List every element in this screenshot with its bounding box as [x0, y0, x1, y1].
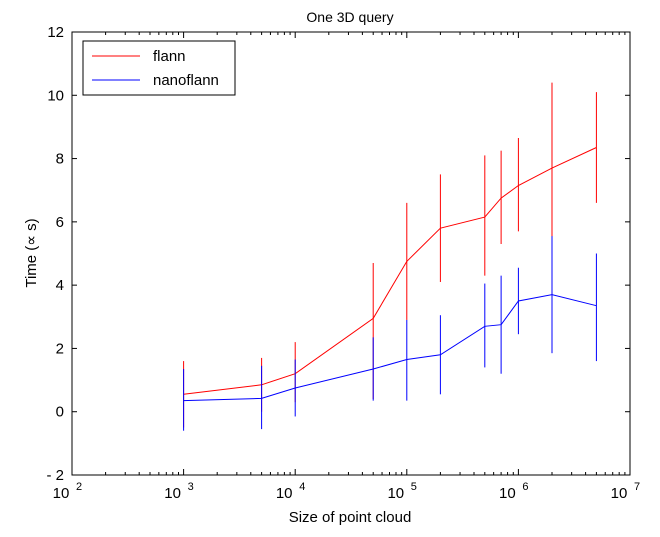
y-tick-label: 12: [47, 24, 64, 41]
series-line-flann: [183, 147, 597, 395]
y-tick-label: 0: [56, 404, 64, 421]
legend-box: [82, 40, 236, 96]
series-line-nanoflann: [183, 294, 597, 402]
x-tick-label-exponent: 5: [411, 481, 417, 493]
x-tick-label-exponent: 6: [522, 481, 528, 493]
axis-ticks: - 2 0 2 4 6 8 10 12 10 2 10 3 10 4 10 5 10 6 10 7: [46, 24, 640, 502]
y-axis-label: Time (∝ s): [23, 218, 40, 287]
x-axis-label: Size of point cloud: [289, 509, 412, 526]
x-tick-label: 10: [276, 485, 293, 502]
series-nanoflann: [183, 236, 597, 431]
x-tick-label-exponent: 4: [299, 481, 305, 493]
y-tick-label: 8: [56, 151, 64, 168]
x-tick-label-exponent: 3: [188, 481, 194, 493]
chart-title: One 3D query: [306, 9, 393, 25]
x-tick-label: 10: [164, 485, 181, 502]
x-tick-label: 10: [499, 485, 516, 502]
legend-label-nanoflann: nanoflann: [153, 72, 219, 89]
plot-area: [71, 31, 631, 476]
y-tick-label: 6: [56, 214, 64, 231]
y-tick-label: 2: [56, 340, 64, 357]
legend-label-flann: flann: [153, 48, 186, 65]
x-tick-label-exponent: 7: [634, 481, 640, 493]
legend: flann nanoflann: [82, 40, 236, 96]
x-tick-label: 10: [611, 485, 628, 502]
y-tick-label: 4: [56, 277, 64, 294]
y-tick-label: 10: [47, 87, 64, 104]
y-tick-label: - 2: [46, 467, 64, 484]
series-layer: [183, 82, 597, 431]
x-tick-label-exponent: 2: [76, 481, 82, 493]
x-tick-label: 10: [387, 485, 404, 502]
x-tick-label: 10: [53, 485, 70, 502]
